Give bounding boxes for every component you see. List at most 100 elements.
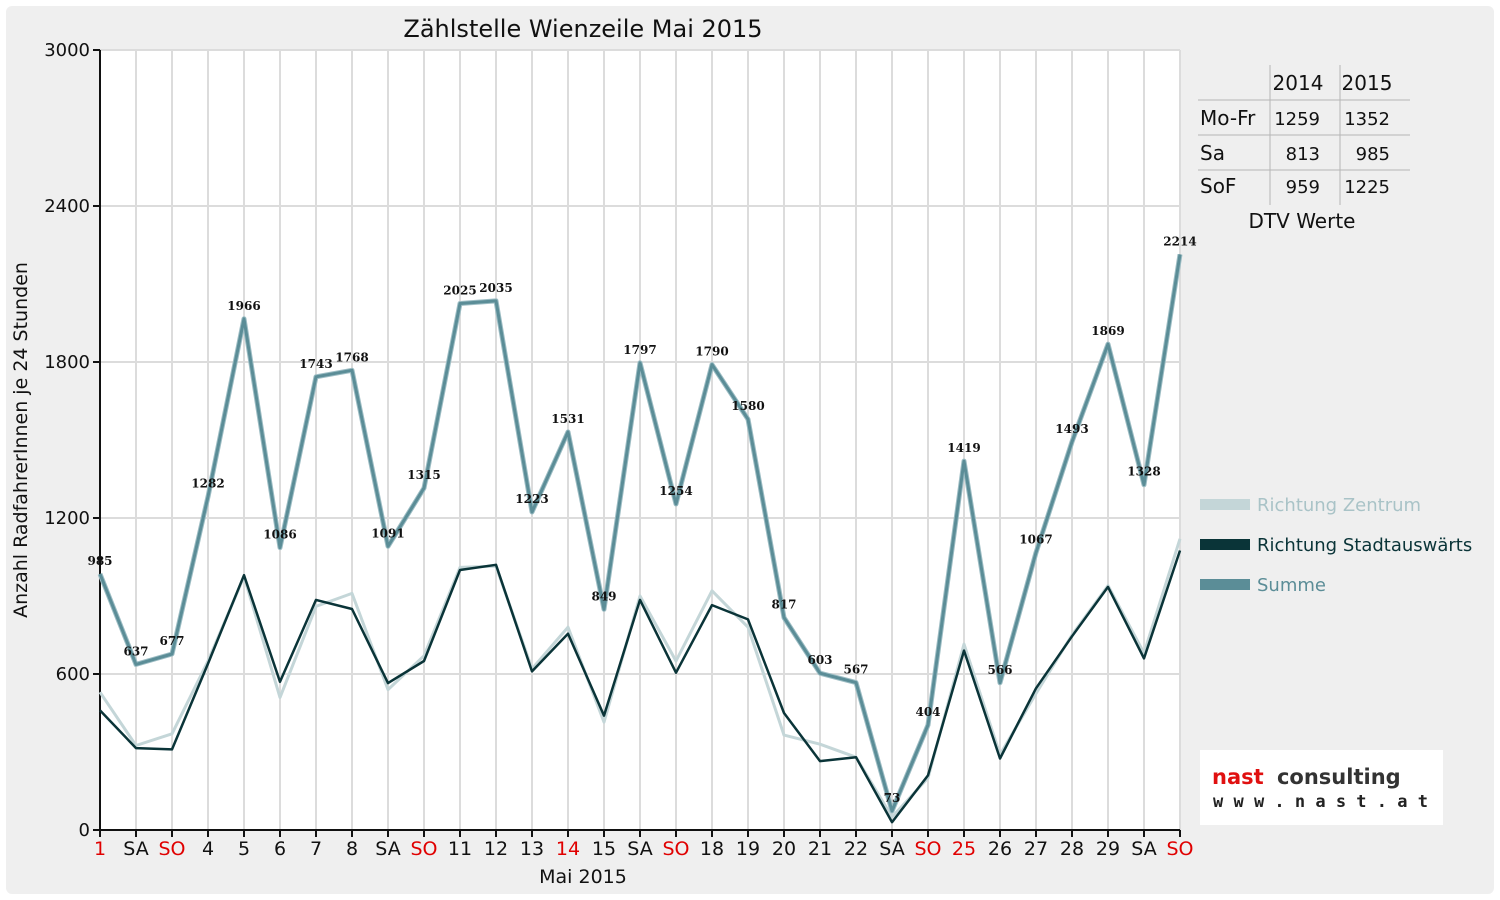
x-tick-label: 20 bbox=[772, 838, 796, 860]
data-label: 849 bbox=[591, 589, 616, 603]
legend-label-summe: Summe bbox=[1257, 575, 1326, 596]
legend-label-stadtauswaerts: Richtung Stadtauswärts bbox=[1257, 535, 1472, 556]
x-tick-label: 29 bbox=[1096, 838, 1120, 860]
data-label: 637 bbox=[123, 644, 148, 658]
data-label: 1790 bbox=[695, 345, 728, 359]
legend: Richtung Zentrum Richtung Stadtauswärts … bbox=[1200, 495, 1472, 596]
data-label: 1580 bbox=[731, 399, 764, 413]
data-label: 1223 bbox=[515, 492, 548, 506]
data-label: 2025 bbox=[443, 284, 476, 298]
x-tick-label: 6 bbox=[274, 838, 286, 860]
data-label: 1493 bbox=[1055, 422, 1088, 436]
dtv-table: 2014 2015 Mo-Fr 1259 1352 Sa 813 985 SoF… bbox=[1198, 65, 1410, 233]
dtv-cell: 959 bbox=[1286, 177, 1320, 198]
x-tick-label: SO bbox=[914, 838, 941, 860]
x-tick-label: SA bbox=[627, 838, 652, 860]
y-tick-label: 1800 bbox=[44, 352, 90, 373]
nast-consulting-logo: nast consulting w w w . n a s t . a t bbox=[1200, 750, 1443, 825]
data-label: 677 bbox=[159, 634, 184, 648]
x-tick-label: 25 bbox=[952, 838, 976, 860]
x-tick-label: SA bbox=[1131, 838, 1156, 860]
x-tick-label: 26 bbox=[988, 838, 1012, 860]
x-axis-ticks: 1 SA SO 4 5 6 7 8 SA SO 11 12 13 14 15 SA SO 18 19 20 21 22 SA… bbox=[94, 830, 1194, 860]
x-tick-label: 13 bbox=[520, 838, 544, 860]
x-tick-label: 19 bbox=[736, 838, 760, 860]
data-label: 1067 bbox=[1019, 533, 1052, 547]
data-label: 1966 bbox=[227, 299, 260, 313]
data-label: 1768 bbox=[335, 350, 368, 364]
y-tick-label: 3000 bbox=[44, 40, 90, 61]
x-tick-label: 11 bbox=[448, 838, 472, 860]
dtv-caption: DTV Werte bbox=[1249, 209, 1356, 233]
y-tick-label: 1200 bbox=[44, 508, 90, 529]
data-label: 404 bbox=[915, 705, 940, 719]
x-tick-label: SA bbox=[375, 838, 400, 860]
dtv-cell: 1225 bbox=[1344, 177, 1390, 198]
dtv-row-label: Mo-Fr bbox=[1200, 106, 1256, 130]
logo-url: w w w . n a s t . a t bbox=[1213, 792, 1428, 812]
y-axis-ticks: 0 600 1200 1800 2400 3000 bbox=[44, 40, 100, 841]
x-tick-label: 18 bbox=[700, 838, 724, 860]
svg-text:nast consulting: nast consulting bbox=[1212, 765, 1401, 789]
series-line-summe bbox=[98, 254, 1182, 813]
data-label: 1743 bbox=[299, 357, 332, 371]
gridlines bbox=[100, 49, 1181, 830]
dtv-col-2014: 2014 bbox=[1273, 71, 1324, 95]
x-tick-label: 28 bbox=[1060, 838, 1084, 860]
x-tick-label: 12 bbox=[484, 838, 508, 860]
data-label: 566 bbox=[987, 663, 1012, 677]
y-tick-label: 2400 bbox=[44, 196, 90, 217]
x-tick-label: 15 bbox=[592, 838, 616, 860]
data-label: 1254 bbox=[659, 484, 692, 498]
legend-swatch-summe bbox=[1200, 579, 1250, 590]
data-label: 1315 bbox=[407, 468, 440, 482]
x-tick-label: SO bbox=[1166, 838, 1193, 860]
y-tick-label: 600 bbox=[56, 664, 90, 685]
y-tick-label: 0 bbox=[79, 820, 90, 841]
x-tick-label: SO bbox=[158, 838, 185, 860]
x-axis-label: Mai 2015 bbox=[539, 866, 627, 888]
x-tick-label: 27 bbox=[1024, 838, 1048, 860]
x-tick-label: SA bbox=[879, 838, 904, 860]
data-label: 1531 bbox=[551, 412, 584, 426]
data-label: 985 bbox=[87, 554, 112, 568]
dtv-row-label: SoF bbox=[1200, 174, 1236, 198]
data-label: 1869 bbox=[1091, 324, 1124, 338]
legend-swatch-zentrum bbox=[1200, 499, 1250, 510]
y-axis-label: Anzahl RadfahrerInnen je 24 Stunden bbox=[10, 262, 32, 618]
x-tick-label: 5 bbox=[238, 838, 250, 860]
series-lines bbox=[97, 254, 1183, 824]
chart-title: Zählstelle Wienzeile Mai 2015 bbox=[403, 15, 762, 43]
x-tick-label: SO bbox=[410, 838, 437, 860]
data-label: 1797 bbox=[623, 343, 656, 357]
logo-brand-nast: nast bbox=[1212, 765, 1264, 789]
logo-brand-consulting: consulting bbox=[1277, 765, 1401, 789]
x-tick-label: 4 bbox=[202, 838, 214, 860]
data-label: 603 bbox=[807, 653, 832, 667]
data-label: 1328 bbox=[1127, 465, 1160, 479]
data-label: 1086 bbox=[263, 528, 296, 542]
legend-label-zentrum: Richtung Zentrum bbox=[1257, 495, 1421, 516]
dtv-row-label: Sa bbox=[1200, 141, 1225, 165]
series-line-stadtauswaerts bbox=[99, 550, 1182, 824]
x-tick-label: 14 bbox=[556, 838, 580, 860]
data-label: 1091 bbox=[371, 526, 404, 540]
dtv-cell: 813 bbox=[1286, 144, 1320, 165]
x-tick-label: 8 bbox=[346, 838, 358, 860]
data-label: 567 bbox=[843, 663, 868, 677]
x-tick-label: 21 bbox=[808, 838, 832, 860]
data-label: 2214 bbox=[1163, 234, 1196, 248]
data-label: 817 bbox=[771, 598, 796, 612]
legend-swatch-stadtauswaerts bbox=[1200, 539, 1250, 550]
data-labels: 985 637 677 1282 1966 1086 1743 1768 1091 1315 202… bbox=[87, 234, 1196, 805]
data-label: 2035 bbox=[479, 281, 512, 295]
x-tick-label: 22 bbox=[844, 838, 868, 860]
dtv-col-2015: 2015 bbox=[1342, 71, 1393, 95]
x-tick-label: 1 bbox=[94, 838, 106, 860]
data-label: 1419 bbox=[947, 441, 980, 455]
data-label: 73 bbox=[884, 791, 901, 805]
x-tick-label: 7 bbox=[310, 838, 322, 860]
dtv-cell: 985 bbox=[1356, 144, 1390, 165]
x-tick-label: SO bbox=[662, 838, 689, 860]
